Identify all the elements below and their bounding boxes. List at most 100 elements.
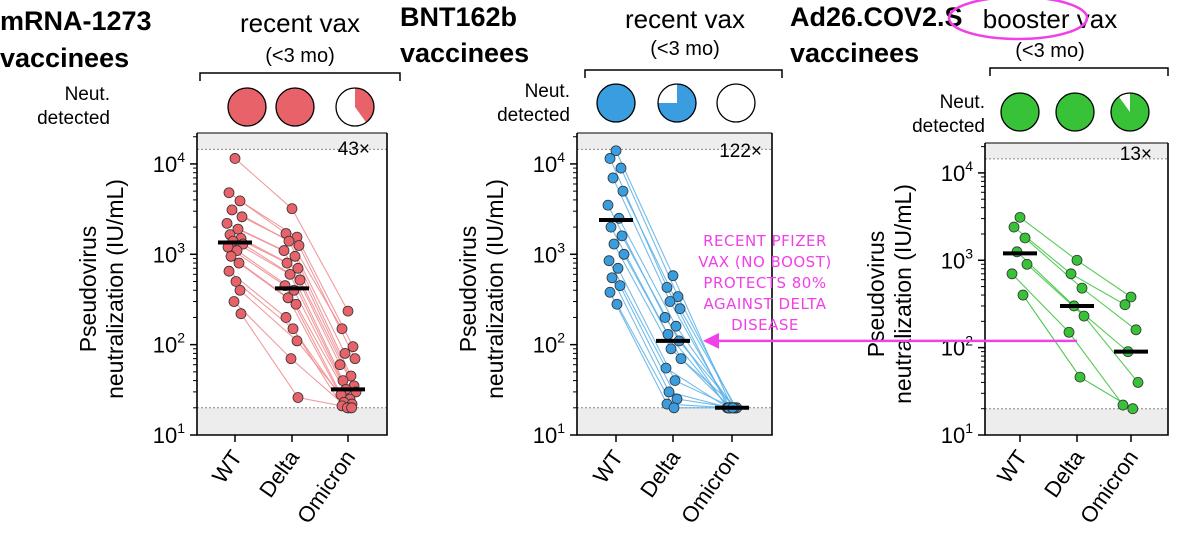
data-point — [225, 250, 237, 262]
neut-label-line-2: detected — [497, 105, 570, 126]
data-point — [610, 145, 622, 157]
upper-limit-shade — [985, 143, 1168, 159]
data-point — [605, 221, 617, 233]
neut-pie-outline — [657, 83, 697, 123]
data-point — [1006, 268, 1018, 280]
data-point — [667, 270, 679, 282]
data-point — [603, 255, 615, 267]
data-point — [280, 312, 292, 323]
data-point — [612, 262, 624, 274]
data-point — [669, 375, 681, 387]
y-tick-exponent: 2 — [177, 330, 185, 346]
group-bracket — [584, 69, 783, 78]
y-tick-base: 10 — [533, 152, 557, 177]
data-point — [1014, 211, 1026, 223]
y-tick-label: 101 — [941, 420, 973, 448]
group-sublabel: (<3 mo) — [1015, 40, 1084, 62]
fold-change-label: 43× — [338, 139, 370, 160]
paired-line — [1026, 263, 1139, 383]
data-point — [336, 323, 348, 335]
data-point — [339, 348, 351, 359]
y-tick-label: 101 — [153, 420, 185, 448]
data-point — [285, 353, 297, 365]
y-tick-exponent: 4 — [557, 149, 565, 165]
data-point — [347, 341, 359, 353]
data-point — [349, 353, 361, 365]
group-bracket — [989, 67, 1169, 76]
group-sublabel: (<3 mo) — [265, 45, 334, 67]
y-tick-base: 10 — [533, 423, 557, 448]
data-point — [665, 343, 677, 355]
y-tick-exponent: 3 — [177, 239, 185, 255]
data-point — [661, 282, 673, 293]
data-point — [611, 298, 623, 310]
data-point — [616, 230, 628, 242]
data-point — [283, 235, 295, 247]
y-tick-exponent: 4 — [965, 158, 973, 174]
data-point — [345, 370, 357, 382]
plot-frame — [576, 133, 773, 436]
data-point — [1078, 310, 1090, 322]
data-point — [292, 262, 304, 274]
data-point — [291, 335, 303, 347]
data-point — [606, 272, 618, 284]
y-tick-exponent: 3 — [557, 239, 565, 255]
y-tick-label: 103 — [153, 239, 185, 267]
neut-pie-outline — [596, 83, 636, 123]
upper-limit-shade — [197, 133, 387, 150]
data-point — [223, 187, 235, 199]
data-point — [615, 162, 627, 174]
x-tick-label: Omicron — [676, 446, 744, 528]
data-point — [289, 250, 301, 262]
data-point — [1117, 399, 1129, 411]
data-point — [286, 203, 298, 215]
data-point — [229, 153, 241, 164]
group-label: booster vax — [983, 4, 1117, 34]
panel-1: mRNA-1273 vaccinees recent vax (<3 mo) Neut.… — [0, 6, 401, 528]
annotation: RECENT PFIZER VAX (NO BOOST) PROTECTS 80% A… — [698, 232, 1077, 349]
y-axis-label-line-1: Pseudovirus — [863, 231, 889, 358]
group-sublabel: (<3 mo) — [650, 38, 719, 60]
data-point — [287, 323, 299, 335]
neut-pie-outline — [1055, 92, 1095, 132]
y-tick-label: 102 — [533, 330, 565, 358]
data-point — [617, 185, 629, 197]
y-tick-exponent: 2 — [557, 330, 565, 346]
data-point — [660, 362, 672, 374]
neut-pie-fill — [658, 84, 696, 122]
data-point — [1021, 258, 1033, 270]
data-point — [614, 280, 626, 292]
data-point — [1119, 299, 1131, 311]
fold-change-label: 122× — [719, 141, 762, 162]
y-tick-base: 10 — [941, 336, 965, 361]
data-point — [607, 172, 619, 184]
data-point — [346, 402, 358, 414]
data-point — [234, 284, 246, 296]
data-point — [659, 312, 671, 323]
data-point — [1008, 221, 1020, 233]
data-point — [618, 248, 630, 260]
y-axis-label-line-1: Pseudovirus — [75, 226, 101, 353]
y-axis-label: Pseudovirusneutralization (IU/mL) — [75, 179, 128, 399]
y-axis-label-line-1: Pseudovirus — [455, 226, 481, 353]
data-point — [1063, 326, 1075, 338]
y-tick-base: 10 — [533, 333, 557, 358]
neut-label-line-1: Neut. — [525, 81, 570, 102]
y-tick-base: 10 — [941, 423, 965, 448]
data-point — [1076, 282, 1088, 294]
data-point — [608, 238, 620, 250]
panel-title-line-2: vaccinees — [400, 38, 529, 68]
data-point — [663, 386, 675, 398]
data-point — [1065, 268, 1077, 280]
data-point — [226, 204, 238, 216]
annotation-text-line: AGAINST DELTA — [703, 295, 826, 313]
y-tick-label: 101 — [533, 420, 565, 448]
panel-title-line-1: Ad26.COV2.S — [790, 2, 963, 32]
y-tick-base: 10 — [153, 242, 177, 267]
annotation-text-line: DISEASE — [731, 316, 799, 334]
panel-title-line-1: BNT162b — [400, 2, 517, 32]
data-point — [1074, 371, 1086, 383]
neut-pie-outline — [227, 87, 267, 127]
neut-pie-fill — [276, 88, 314, 126]
data-point — [1017, 289, 1029, 301]
